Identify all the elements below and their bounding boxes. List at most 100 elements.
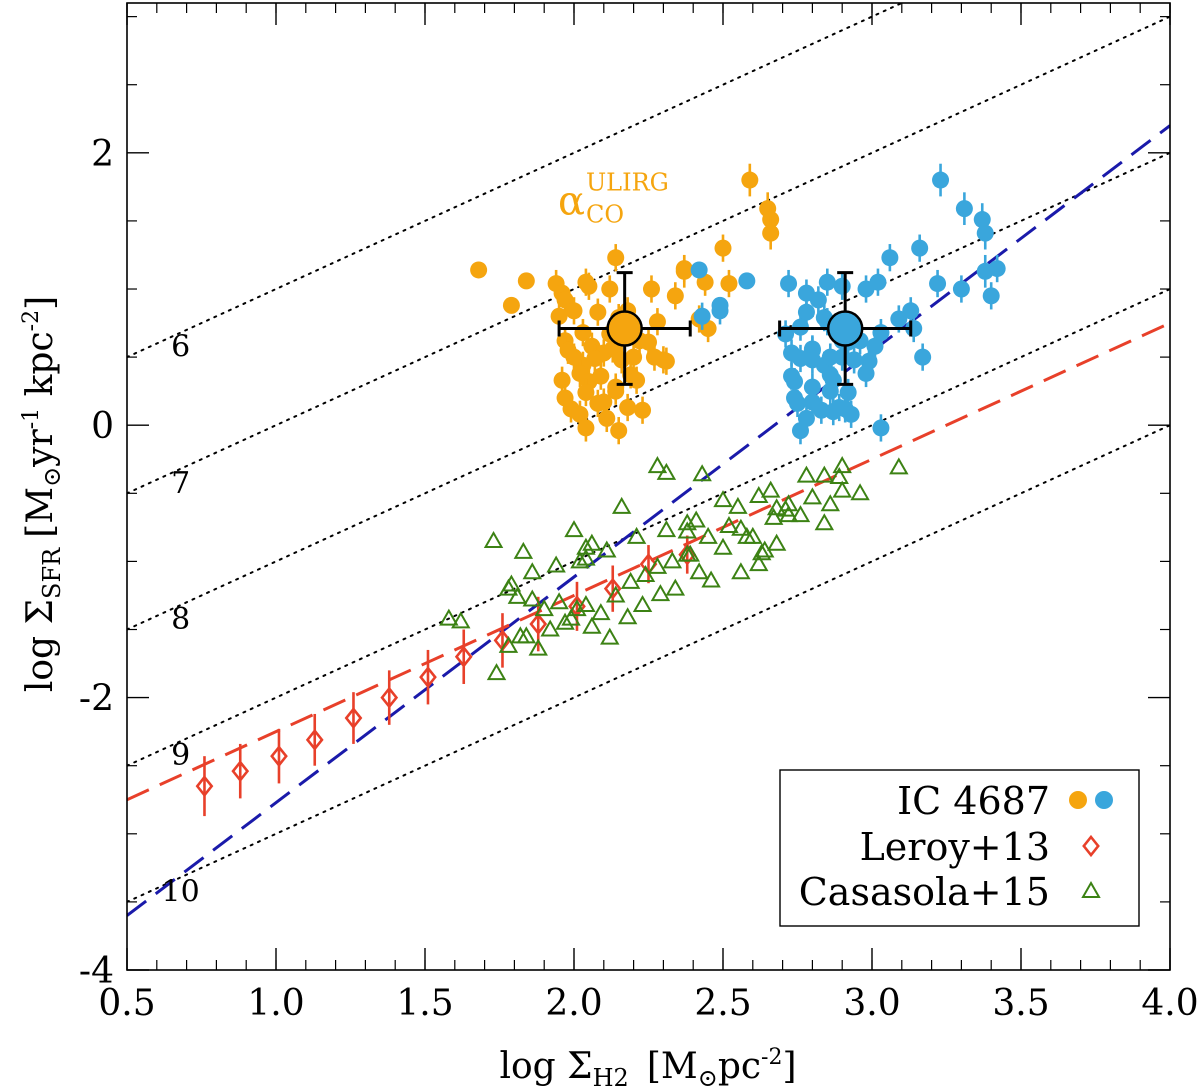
data-point [713,537,733,555]
data-point [617,607,638,625]
depletion-label: 10 [162,874,200,909]
data-point [760,480,781,498]
legend-symbol [1081,880,1101,898]
data-point [567,599,587,617]
data-point [686,510,706,528]
data-point [675,262,693,280]
data-point [820,494,841,512]
data-point [803,378,821,396]
data-point [577,384,595,402]
x-tick-label: 3.0 [843,983,900,1024]
legend-symbol [1095,791,1113,809]
data-point [680,544,700,562]
data-point [565,302,583,320]
data-point [762,224,780,242]
legend-symbols [1069,791,1113,898]
data-point [866,337,884,355]
data-point [818,273,836,291]
data-point [555,612,575,630]
data-point [889,457,909,475]
data-point [869,273,887,291]
data-point [731,562,751,580]
data-points [195,163,1006,817]
data-point [528,638,548,656]
data-point [832,480,852,498]
data-point [576,594,596,612]
data-point [731,518,751,536]
data-point [648,313,666,331]
data-point [692,464,712,482]
legend-label-leroy13: Leroy+13 [860,825,1050,869]
x-tick-label: 0.5 [98,983,155,1024]
depletion-line [127,15,1170,495]
data-point [571,405,589,423]
data-point [597,540,617,558]
data-point [713,490,733,508]
fit-line [127,321,1170,802]
data-point [529,612,548,636]
data-point [752,543,772,561]
data-point [380,686,399,709]
data-point [483,530,504,548]
data-point [657,352,675,370]
depletion-label: 7 [171,466,190,501]
legend-label-casasola15: Casasola+15 [799,870,1050,914]
data-point [550,307,568,325]
y-axis-label: log ΣSFR[M⊙yr-1 kpc-2] [19,296,66,692]
legend-label-ic4687: IC 4687 [897,779,1050,823]
data-point [701,570,721,588]
data-point [711,302,729,320]
alpha-superscript: ULIRG [586,168,669,196]
data-point [932,171,950,189]
data-point [591,603,611,621]
data-point [470,261,488,279]
data-point [498,635,519,653]
x-tick-label: 2.0 [545,983,602,1024]
data-point [634,401,652,419]
x-axis-label: log ΣH2 [M⊙pc-2] [499,1045,796,1091]
data-point [576,537,596,555]
data-point [666,287,684,305]
data-point [860,352,878,370]
data-point [698,526,718,544]
data-point [603,577,622,600]
data-point [507,586,528,604]
data-point [607,382,625,400]
legend: IC 4687 Leroy+13 Casasola+15 [779,769,1140,927]
data-point [814,513,835,531]
data-point [344,706,363,730]
data-point [780,275,798,293]
data-point [540,619,560,637]
depletion-line [127,3,905,359]
x-tick-label: 1.5 [396,983,453,1024]
data-point [451,611,471,629]
data-point [589,303,607,321]
data-point [824,403,842,421]
data-point [522,589,543,607]
data-point [650,584,671,602]
data-point [640,333,657,351]
data-point [613,351,631,369]
data-point [749,554,769,572]
data-point [720,275,738,293]
data-point [741,171,759,189]
data-point [270,745,288,768]
data-point [821,382,839,400]
data-point [582,616,602,634]
data-point [534,599,554,617]
x-tick-label: 2.5 [694,983,751,1024]
mean-point [606,310,643,347]
y-tick-label: -4 [79,951,114,992]
data-point [738,272,756,290]
data-point [881,249,899,267]
data-point [305,728,324,751]
y-tick-label: 2 [91,134,114,175]
data-point [766,498,787,516]
data-point [580,277,598,295]
data-point [517,272,535,290]
data-point [570,551,590,569]
depletion-line [127,424,1170,903]
data-point [501,574,522,592]
data-point [796,465,817,483]
data-point [619,399,637,417]
